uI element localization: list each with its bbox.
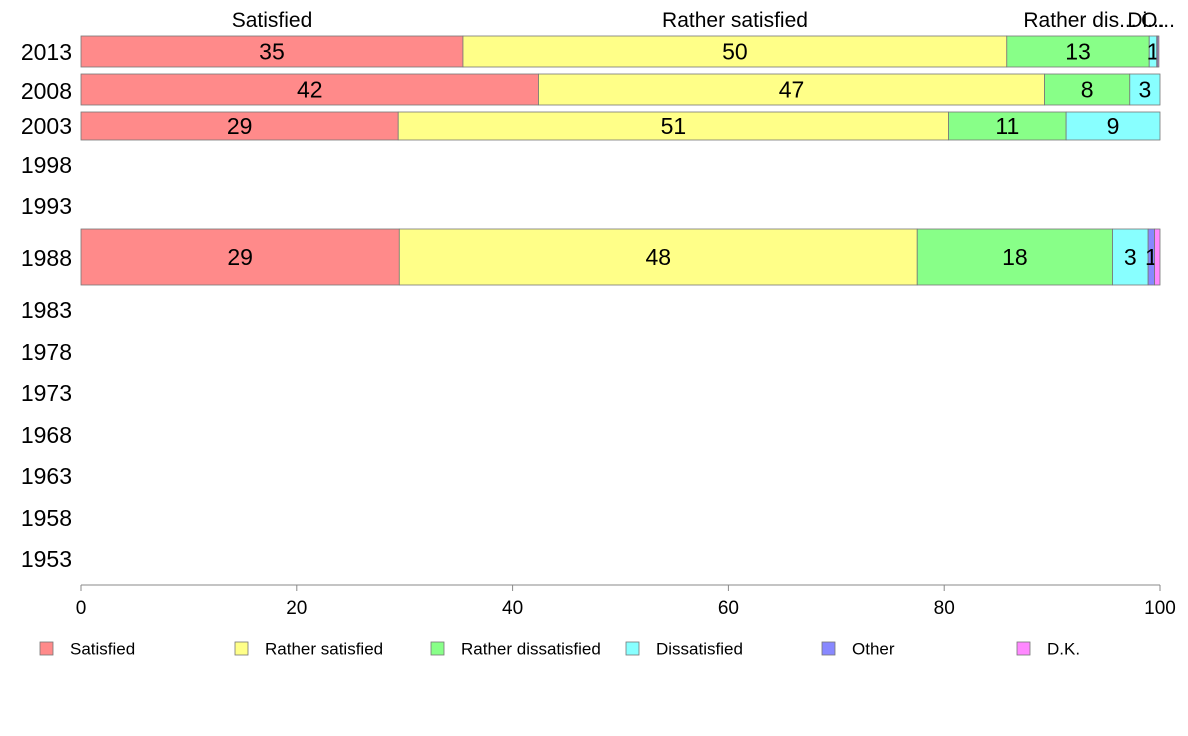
bar-segment <box>916 228 1113 286</box>
year-label: 1983 <box>21 297 72 323</box>
year-label: 1953 <box>21 546 72 572</box>
legend-swatch <box>430 641 445 656</box>
bar-value-label: 35 <box>259 39 285 65</box>
x-axis: 0 20 40 60 80 100 <box>76 584 1176 619</box>
top-label: Rather satisfied <box>662 9 808 32</box>
legend-swatch <box>39 641 54 656</box>
top-category-labels: Satisfied Rather satisfied Rather dis...Di… <box>232 9 1175 32</box>
legend-label: Satisfied <box>70 640 135 659</box>
bar-value-label: 47 <box>779 77 805 103</box>
bar-value-label: 48 <box>645 244 671 270</box>
bar-value-label: 51 <box>661 113 687 139</box>
bar-value-label: 13 <box>1065 39 1091 65</box>
x-tick-label: 80 <box>934 598 955 619</box>
bar-segment <box>462 35 1008 68</box>
year-label: 1988 <box>21 245 72 271</box>
top-label: Satisfied <box>232 9 313 32</box>
year-label: 1998 <box>21 152 72 178</box>
x-tick-label: 20 <box>286 598 307 619</box>
year-label: 1958 <box>21 505 72 531</box>
year-label: 1978 <box>21 339 72 365</box>
bar-segment <box>1065 111 1161 141</box>
bar-value-label: 1 <box>1147 39 1160 65</box>
x-tick-label: 60 <box>718 598 739 619</box>
bar-segment <box>948 111 1067 141</box>
year-label: 1973 <box>21 380 72 406</box>
x-tick-label: 0 <box>76 598 87 619</box>
bar-value-label: 50 <box>722 39 748 65</box>
legend-label: Rather satisfied <box>265 640 383 659</box>
bar-segment <box>80 111 399 141</box>
bar-segment <box>1044 73 1131 106</box>
legend-swatch <box>821 641 836 656</box>
legend-swatch <box>625 641 640 656</box>
bar-segment <box>1129 73 1161 106</box>
legend-label: Other <box>852 640 895 659</box>
bar-value-label: 11 <box>995 113 1019 139</box>
bar-segment <box>80 228 400 286</box>
bar-value-label: 18 <box>1002 244 1028 270</box>
year-label: 1993 <box>21 193 72 219</box>
bar-segment <box>398 228 918 286</box>
bar-segment <box>1154 228 1161 286</box>
year-axis-labels: 2013 2008 2003 1998 1993 1988 1983 1978 1973 1968… <box>21 39 72 572</box>
year-label: 2003 <box>21 113 72 139</box>
year-label: 2008 <box>21 78 72 104</box>
top-label: Di... <box>1127 9 1164 32</box>
bar-value-label: 9 <box>1107 113 1120 139</box>
legend-label: Rather dissatisfied <box>461 640 601 659</box>
legend-swatch <box>1016 641 1031 656</box>
legend-swatch <box>234 641 249 656</box>
top-label: Rather dis... <box>1023 9 1136 32</box>
bar-value-label: 8 <box>1081 77 1094 103</box>
bar-value-label: 29 <box>227 244 253 270</box>
bar-segment <box>1112 228 1149 286</box>
legend: Satisfied Rather satisfied Rather dissatis… <box>39 640 1080 659</box>
year-label: 1963 <box>21 463 72 489</box>
x-tick-label: 100 <box>1144 598 1176 619</box>
bars: 35 50 13 142 47 8 329 51 11 929 48 18 3 1 <box>80 35 1161 286</box>
bar-value-label: 42 <box>297 77 323 103</box>
year-label: 1968 <box>21 422 72 448</box>
bar-value-label: 3 <box>1124 244 1137 270</box>
legend-label: Dissatisfied <box>656 640 743 659</box>
top-label: O... <box>1141 9 1175 32</box>
legend-label: D.K. <box>1047 640 1080 659</box>
year-label: 2013 <box>21 39 72 65</box>
x-tick-label: 40 <box>502 598 523 619</box>
bar-segment <box>538 73 1045 106</box>
bar-segment <box>1157 35 1160 68</box>
bar-value-label: 29 <box>227 113 253 139</box>
bar-segment <box>80 73 539 106</box>
bar-value-label: 3 <box>1138 77 1151 103</box>
